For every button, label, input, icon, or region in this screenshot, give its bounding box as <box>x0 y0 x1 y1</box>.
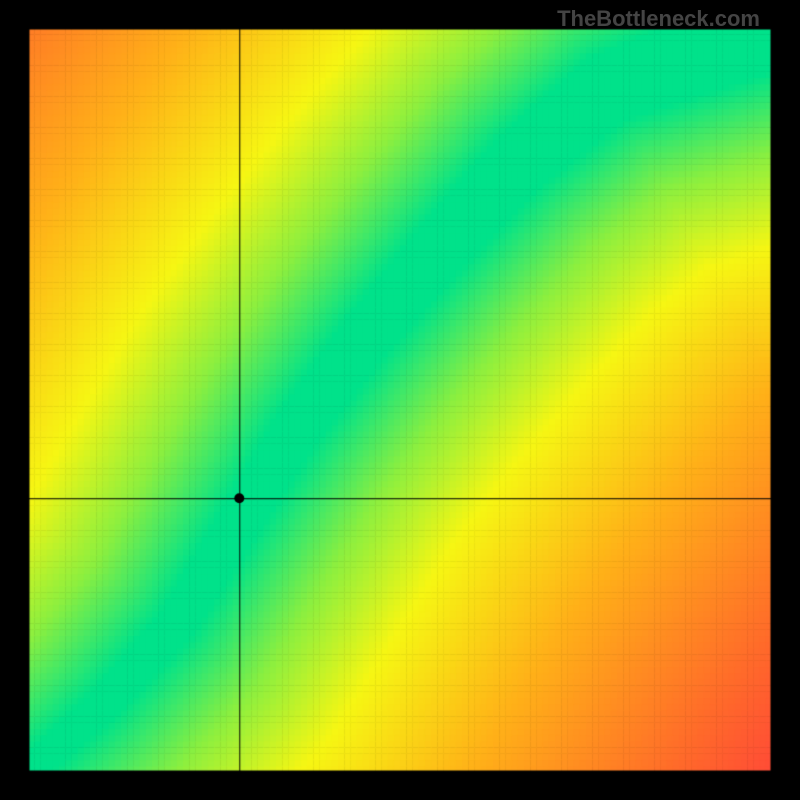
bottleneck-heatmap <box>0 0 800 800</box>
watermark-text: TheBottleneck.com <box>557 6 760 32</box>
chart-container: { "watermark": { "text": "TheBottleneck.… <box>0 0 800 800</box>
